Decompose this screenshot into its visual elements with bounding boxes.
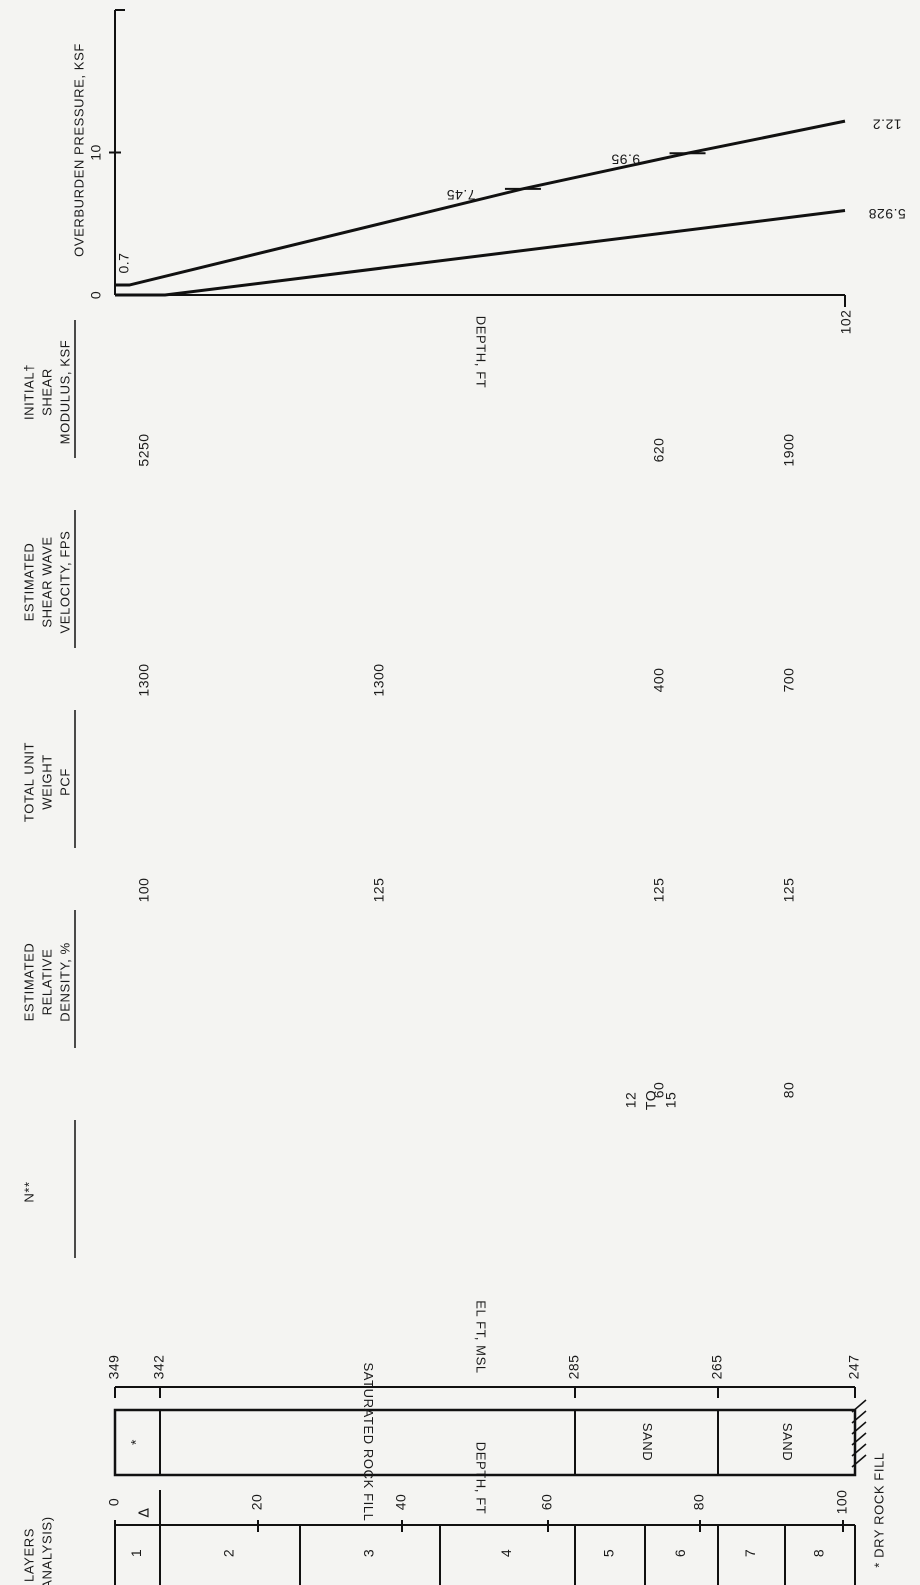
property-header-shear_wave_velocity: VELOCITY, FPS	[57, 531, 72, 634]
property-value-relative_density: 80	[781, 1082, 797, 1099]
soil-unit-label: SATURATED ROCK FILL	[361, 1363, 376, 1522]
property-header-unit_weight: WEIGHT	[39, 754, 54, 810]
n-value: 15	[663, 1092, 679, 1109]
property-header-relative_density: RELATIVE	[39, 949, 54, 1016]
property-value-unit_weight: 100	[136, 878, 152, 903]
elevation-value: 342	[151, 1355, 167, 1380]
bedrock-hatch	[851, 1432, 867, 1446]
pressure-annotation: 7.45	[446, 187, 475, 203]
chart-depth-end-label: 102	[838, 310, 854, 335]
property-value-shear_modulus: 5250	[136, 433, 152, 466]
pressure-annotation: 12.2	[872, 116, 901, 132]
n-value: TO	[643, 1090, 659, 1110]
property-value-shear_wave_velocity: 700	[781, 668, 797, 693]
property-header-relative_density: DENSITY, %	[57, 942, 72, 1021]
property-value-shear_wave_velocity: 400	[651, 668, 667, 693]
pressure-annotation: 5.928	[868, 206, 906, 222]
n-value: 12	[623, 1092, 639, 1109]
layers-header-line1: LAYERS	[21, 1528, 36, 1582]
property-header-unit_weight: PCF	[57, 768, 72, 796]
chart-pressure-label: OVERBURDEN PRESSURE, KSF	[71, 43, 86, 257]
elevation-axis-title: EL FT, MSL	[474, 1300, 489, 1373]
elevation-value: 265	[709, 1355, 725, 1380]
layers-header-line2: (ANALYSIS)	[39, 1516, 54, 1585]
layer-number: 2	[221, 1549, 237, 1557]
property-header-unit_weight: TOTAL UNIT	[21, 742, 36, 822]
chart-ytick: 0	[88, 291, 104, 299]
pressure-series-line	[115, 119, 846, 287]
dry-fill-asterisk: *	[128, 1439, 144, 1445]
chart-depth-label: DEPTH, FT	[474, 316, 489, 389]
property-header-n: N**	[21, 1181, 36, 1202]
layer-number: 6	[672, 1549, 688, 1557]
depth-tick-label: 100	[834, 1490, 850, 1515]
property-header-shear_wave_velocity: SHEAR WAVE	[39, 536, 54, 627]
layer-number: 7	[742, 1549, 758, 1557]
depth-tick-label: 40	[393, 1494, 409, 1511]
pressure-annotation: 9.95	[611, 152, 640, 168]
property-header-shear_modulus: INITIAL†	[21, 364, 36, 420]
depth-tick-label: 60	[539, 1494, 555, 1511]
bedrock-hatch	[851, 1410, 867, 1424]
layer-number: 1	[128, 1549, 144, 1557]
elevation-value: 349	[106, 1355, 122, 1380]
depth-tick-label: 20	[249, 1494, 265, 1511]
property-value-shear_wave_velocity: 1300	[136, 663, 152, 696]
footnote: * DRY ROCK FILL	[871, 1452, 886, 1567]
property-value-shear_wave_velocity: 1300	[371, 663, 387, 696]
property-value-relative_density: 60	[651, 1082, 667, 1099]
water-table-icon: ∇	[135, 1507, 151, 1518]
pressure-annotation: 0.7	[116, 253, 132, 274]
soil-unit-label: SAND	[640, 1423, 655, 1462]
layer-number: 3	[361, 1549, 377, 1557]
layer-number: 5	[601, 1549, 617, 1557]
property-value-unit_weight: 125	[651, 878, 667, 903]
depth-axis-title: DEPTH, FT	[474, 1442, 489, 1515]
pressure-series-line	[115, 209, 846, 297]
property-value-unit_weight: 125	[781, 878, 797, 903]
bedrock-hatch	[851, 1443, 867, 1457]
bedrock-hatch	[851, 1421, 867, 1435]
elevation-value: 285	[566, 1355, 582, 1380]
depth-tick-label: 0	[106, 1498, 122, 1506]
elevation-value: 247	[846, 1355, 862, 1380]
soil-unit-label: SAND	[780, 1423, 795, 1462]
property-header-relative_density: ESTIMATED	[21, 943, 36, 1022]
chart-ytick: 10	[88, 144, 104, 161]
property-value-shear_modulus: 1900	[781, 433, 797, 466]
property-value-unit_weight: 125	[371, 878, 387, 903]
property-value-shear_modulus: 620	[651, 438, 667, 463]
layer-number: 4	[498, 1549, 514, 1557]
property-header-shear_modulus: SHEAR	[39, 368, 54, 416]
property-header-shear_modulus: MODULUS, KSF	[57, 340, 72, 445]
bedrock-hatch	[851, 1454, 867, 1468]
bedrock-hatch	[851, 1399, 867, 1413]
property-header-shear_wave_velocity: ESTIMATED	[21, 543, 36, 622]
layer-number: 8	[811, 1549, 827, 1557]
depth-tick-label: 80	[691, 1494, 707, 1511]
